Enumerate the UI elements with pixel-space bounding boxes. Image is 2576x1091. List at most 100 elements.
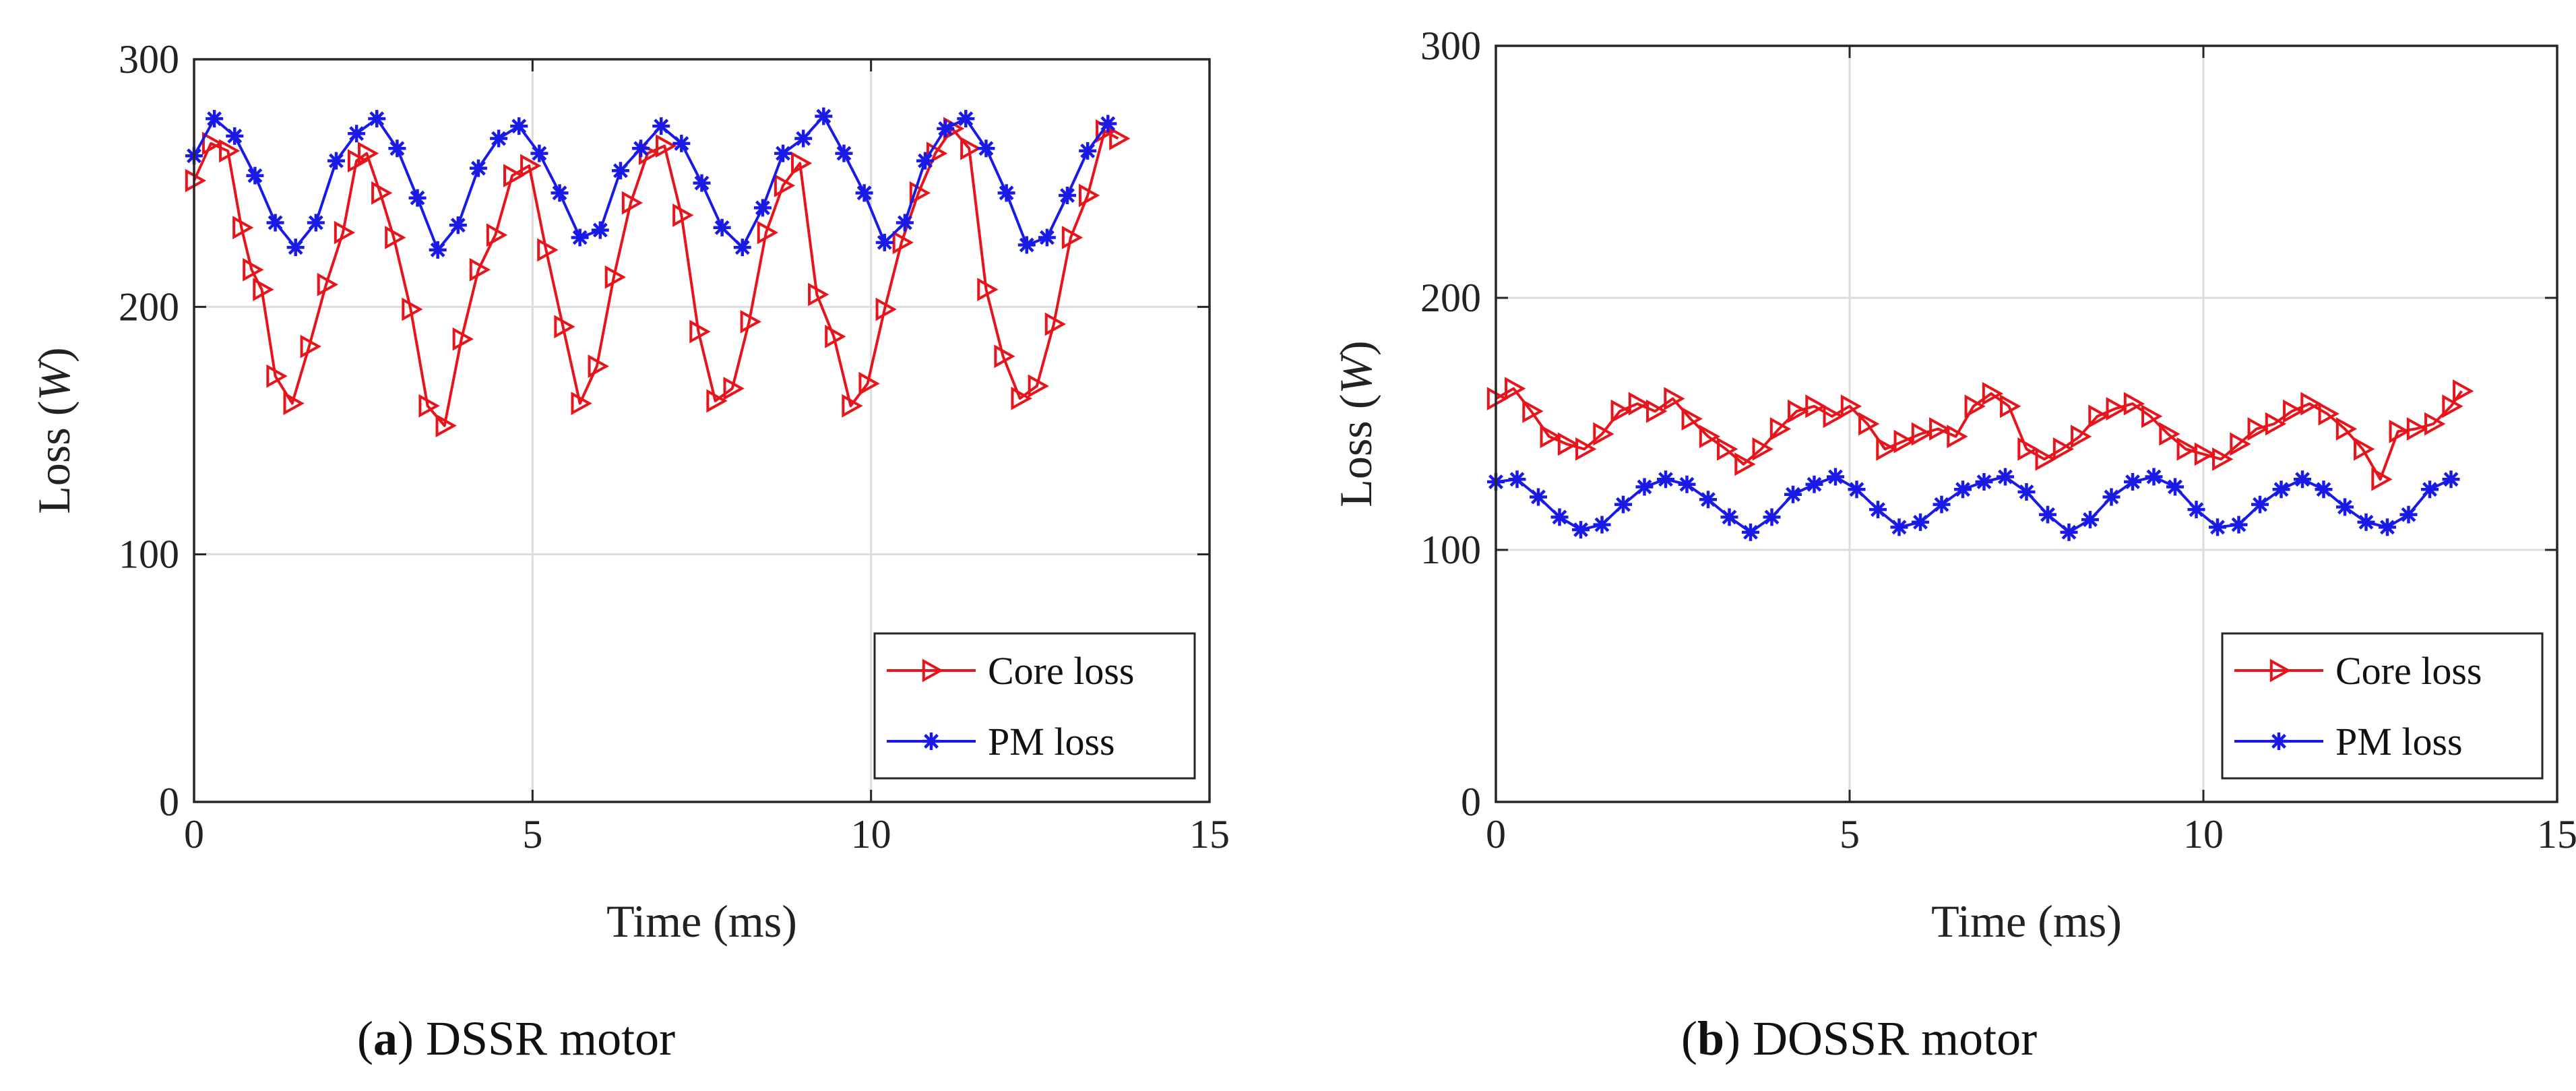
data-point [1657, 470, 1674, 489]
data-point [2000, 394, 2021, 418]
data-point [1593, 516, 1611, 534]
data-point [490, 129, 508, 148]
data-point [469, 159, 487, 177]
data-point [672, 204, 694, 227]
data-point [875, 297, 897, 321]
data-point [2251, 495, 2269, 513]
data-point [842, 394, 863, 418]
data-point [2424, 412, 2446, 436]
series-line-pm-loss [1495, 475, 2452, 534]
x-tick-label: 10 [851, 812, 891, 856]
data-point [1929, 417, 1951, 441]
x-tick-label: 0 [184, 812, 204, 856]
data-point [1840, 394, 1862, 418]
data-point [994, 344, 1015, 369]
data-point [1575, 437, 1597, 461]
y-axis-label-prefix: Loss ( [1330, 394, 1381, 507]
caption-a-text: DSSR motor [425, 1011, 676, 1065]
data-point [334, 220, 356, 245]
data-point [896, 214, 914, 232]
x-tick-label: 10 [2183, 812, 2224, 856]
data-point [2159, 422, 2180, 446]
data-point [1614, 495, 1632, 513]
data-point [469, 257, 491, 282]
data-point [1717, 437, 1738, 461]
data-point [1079, 142, 1097, 160]
legend-label: Core loss [2335, 649, 2482, 693]
data-point [1530, 488, 1547, 506]
data-point [1933, 495, 1951, 513]
data-point [243, 257, 264, 282]
data-point [790, 151, 813, 175]
y-axis-label-suffix: ) [28, 347, 80, 363]
data-point [2318, 402, 2339, 426]
data-point [1078, 183, 1100, 208]
data-point [693, 174, 711, 192]
axes-box [1495, 44, 2558, 803]
data-point [2272, 480, 2290, 499]
data-point [1769, 417, 1792, 441]
data-point [283, 392, 305, 415]
data-point [960, 136, 982, 160]
series-line-pm-loss [193, 115, 1109, 251]
data-point [2315, 480, 2333, 499]
data-point [1947, 425, 1968, 449]
data-point [2123, 392, 2145, 416]
data-point [909, 181, 931, 205]
y-axis-label-unit: W [1330, 352, 1381, 394]
data-point [706, 389, 728, 413]
data-point [2141, 404, 2163, 429]
data-point [1678, 475, 1696, 493]
legend: Core loss PM loss [873, 632, 1196, 780]
data-point [1912, 513, 1929, 531]
data-point [621, 191, 643, 215]
data-point [503, 164, 525, 188]
data-point [1635, 478, 1654, 496]
data-point [1699, 425, 1721, 449]
data-point [1890, 518, 1908, 536]
data-point [551, 184, 569, 202]
caption-a-label: a [373, 1011, 398, 1065]
data-point [1099, 115, 1117, 133]
data-point [2371, 467, 2393, 491]
data-point [2336, 498, 2354, 516]
data-point [449, 216, 467, 235]
data-point [1044, 312, 1067, 336]
data-point [926, 142, 948, 165]
data-point [266, 364, 288, 388]
data-point [2039, 505, 2056, 524]
data-point [1742, 523, 1759, 541]
data-point [1628, 392, 1650, 416]
data-point [219, 139, 241, 163]
data-point [1505, 377, 1526, 401]
data-point [1061, 226, 1083, 249]
data-point [2442, 394, 2463, 418]
data-point [1763, 508, 1781, 526]
data-point [2335, 417, 2358, 441]
x-tick-label: 5 [1840, 812, 1860, 856]
caption-b-text: DOSSR motor [1753, 1011, 2038, 1065]
data-point [656, 134, 677, 158]
data-point [232, 216, 254, 240]
caption-a: (a) DSSR motor [357, 1011, 676, 1065]
data-point [2283, 399, 2304, 423]
data-point [1664, 387, 1685, 410]
data-point [1508, 470, 1526, 489]
data-point [388, 139, 406, 158]
data-point [2106, 397, 2127, 420]
data-point [253, 278, 274, 302]
data-point [1869, 501, 1887, 519]
data-point [604, 265, 627, 289]
legend-label: PM loss [2335, 720, 2463, 763]
data-point [2017, 437, 2039, 461]
data-point [723, 377, 745, 400]
data-point [348, 125, 366, 143]
data-point [537, 238, 559, 262]
data-point [1954, 480, 1972, 499]
data-point [2060, 523, 2078, 541]
data-point [368, 110, 386, 128]
data-point [246, 166, 264, 185]
data-point [1540, 425, 1561, 449]
data-point [858, 371, 880, 396]
data-point [1734, 452, 1756, 476]
